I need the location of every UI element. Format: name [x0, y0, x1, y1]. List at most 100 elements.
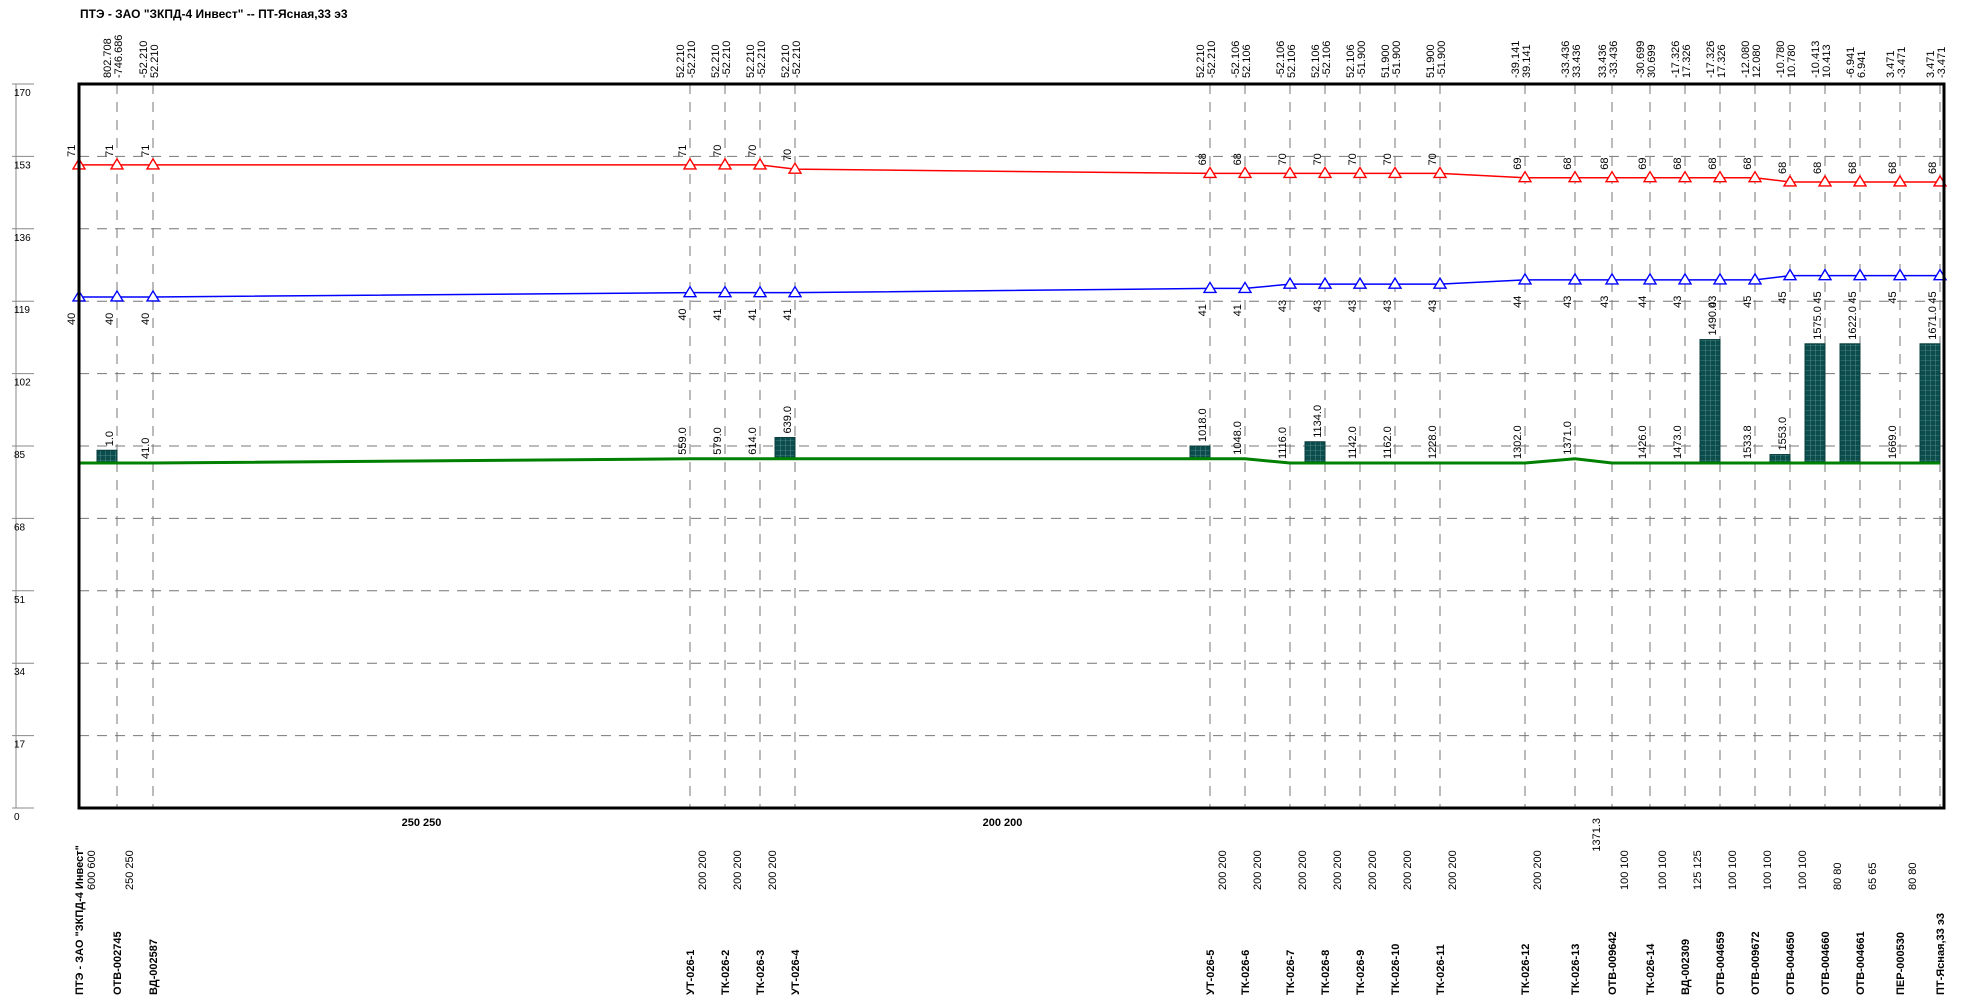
plot-frame — [77, 82, 1946, 810]
pipe-diameter-label: 200 200 — [1332, 850, 1344, 890]
flow-label: 51.900 — [1425, 44, 1437, 78]
distance-label: 1575.0 — [1812, 306, 1824, 340]
distance-label: 579.0 — [712, 427, 724, 455]
node-name-label: ТК-026-7 — [1285, 950, 1297, 995]
distance-label: 1048.0 — [1232, 421, 1244, 455]
y-tick-label: 51 — [14, 595, 26, 606]
labels-layer: 71 40 ПТЭ - ЗАО "ЗКПД-4 Инвест" 802.708 -746… — [66, 35, 1948, 995]
supply-marker — [1852, 174, 1868, 187]
flow-label: -52.106 — [1321, 41, 1333, 78]
pipe-diameter-label: 200 200 — [767, 850, 779, 890]
y-tick-label: 68 — [14, 522, 26, 533]
supply-marker — [1317, 166, 1333, 179]
distance-label: 1134.0 — [1312, 405, 1324, 438]
return-marker — [1517, 272, 1533, 285]
node-bar — [1699, 339, 1721, 464]
supply-marker — [1202, 166, 1218, 179]
return-marker — [1747, 272, 1763, 285]
pipe-diameter-label: 200 200 — [1297, 850, 1309, 890]
flow-label: -33.436 — [1608, 41, 1620, 78]
return-marker — [1282, 276, 1298, 289]
supply-value-label: 70 — [712, 145, 724, 157]
flow-label: 52.210 — [675, 44, 687, 78]
return-value-label: 43 — [1382, 300, 1394, 312]
supply-value-label: 69 — [1637, 157, 1649, 169]
flow-label: -3.471 — [1896, 47, 1908, 78]
supply-value-label: 68 — [1599, 157, 1611, 169]
flow-label: 12.080 — [1751, 44, 1763, 78]
supply-value-label: 70 — [782, 149, 794, 161]
y-tick-label: 136 — [14, 233, 31, 244]
return-marker — [1892, 268, 1908, 281]
return-marker — [1432, 276, 1448, 289]
supply-value-label: 70 — [1277, 153, 1289, 165]
flow-label: 52.210 — [745, 44, 757, 78]
flow-label: 52.106 — [1310, 44, 1322, 78]
pipe-diameter-label: 200 200 — [1367, 850, 1379, 890]
supply-marker — [682, 157, 698, 170]
supply-value-label: 71 — [104, 145, 116, 157]
node-name-label: ОТВ-004659 — [1715, 931, 1727, 995]
return-value-label: 43 — [1672, 296, 1684, 308]
return-marker — [1782, 268, 1798, 281]
node-name-label: ТК-026-8 — [1320, 950, 1332, 995]
return-value-label: 45 — [1777, 291, 1789, 303]
flow-label: -17.326 — [1705, 41, 1717, 78]
flow-label: -51.900 — [1436, 41, 1448, 78]
pipe-diameter-label: 80 80 — [1832, 862, 1844, 890]
node-name-label: ОТВ-004650 — [1785, 931, 1797, 995]
node-name-label: ТК-026-9 — [1355, 950, 1367, 995]
supply-marker — [787, 161, 803, 174]
flow-label: 10.780 — [1786, 44, 1798, 78]
node-bar — [1839, 343, 1861, 464]
return-value-label: 43 — [1312, 300, 1324, 312]
flow-label: 10.413 — [1821, 44, 1833, 78]
return-marker — [1817, 268, 1833, 281]
flow-label: 33.436 — [1571, 44, 1583, 78]
distance-label: 1671.0 — [1927, 306, 1939, 340]
supply-value-label: 68 — [1707, 157, 1719, 169]
supply-marker — [717, 157, 733, 170]
pipe-diameter-label: 100 100 — [1762, 850, 1774, 890]
flow-label: -52.210 — [756, 41, 768, 78]
node-name-label: ОТВ-009642 — [1607, 931, 1619, 995]
grid — [78, 83, 1944, 809]
return-marker — [682, 285, 698, 298]
node-bar — [1804, 343, 1826, 464]
node-name-label: ПЕР-000530 — [1895, 932, 1907, 995]
flow-label: -52.210 — [791, 41, 803, 78]
supply-marker — [1432, 166, 1448, 179]
supply-marker — [1282, 166, 1298, 179]
flow-label: -10.780 — [1775, 41, 1787, 78]
node-bar — [774, 436, 796, 460]
flow-label: 17.326 — [1681, 44, 1693, 78]
node-name-label: ТК-026-3 — [755, 950, 767, 995]
y-tick-label: 17 — [14, 740, 26, 751]
flow-label: -51.900 — [1391, 41, 1403, 78]
distance-label: 1553.0 — [1777, 417, 1789, 451]
node-name-label: ТК-026-14 — [1645, 943, 1657, 995]
node-name-label: УТ-026-5 — [1205, 950, 1217, 995]
distance-label: 559.0 — [677, 427, 689, 455]
return-marker — [752, 285, 768, 298]
flow-label: 51.900 — [1380, 44, 1392, 78]
flow-label: -39.141 — [1510, 41, 1522, 78]
supply-value-label: 68 — [1847, 162, 1859, 174]
supply-value-label: 71 — [677, 145, 689, 157]
distance-label: 1.0 — [104, 431, 116, 446]
supply-marker — [1517, 170, 1533, 183]
flow-label: -30.699 — [1635, 41, 1647, 78]
node-name-label: ТК-026-6 — [1240, 950, 1252, 995]
return-value-label: 41 — [1197, 304, 1209, 316]
supply-marker — [1642, 170, 1658, 183]
flow-label: -52.210 — [721, 41, 733, 78]
chart-title: ПТЭ - ЗАО "ЗКПД-4 Инвест" -- ПТ-Ясная,33… — [80, 7, 348, 21]
distance-label: 1302.0 — [1512, 425, 1524, 459]
y-tick-label: 34 — [14, 667, 26, 678]
node-name-label: ТК-026-12 — [1520, 944, 1532, 995]
pipe-diameter-label: 100 100 — [1619, 850, 1631, 890]
distance-label: 1116.0 — [1277, 427, 1289, 459]
return-marker — [1567, 272, 1583, 285]
supply-value-label: 70 — [747, 145, 759, 157]
